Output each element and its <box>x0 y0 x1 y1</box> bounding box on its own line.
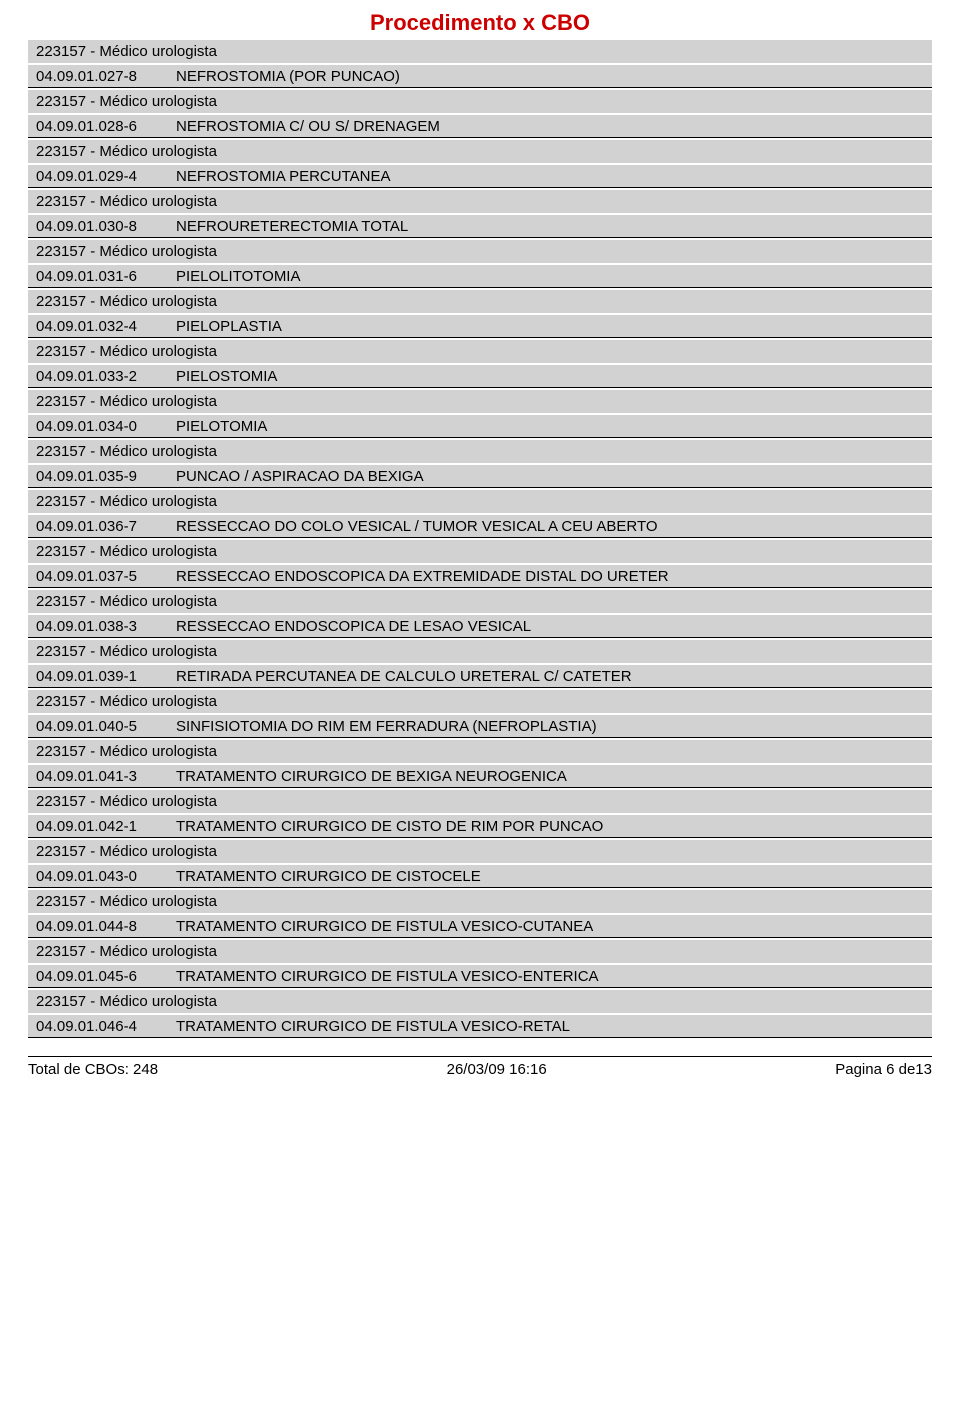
cbo-sub-row: 223157 - Médico urologista <box>28 290 932 313</box>
procedure-code: 04.09.01.036-7 <box>36 518 176 535</box>
cbo-sub-row: 223157 - Médico urologista <box>28 140 932 163</box>
procedure-row: 04.09.01.044-8TRATAMENTO CIRURGICO DE FI… <box>28 915 932 938</box>
procedure-desc: PIELOSTOMIA <box>176 368 924 385</box>
page-title: Procedimento x CBO <box>28 0 932 40</box>
procedure-row: 04.09.01.039-1RETIRADA PERCUTANEA DE CAL… <box>28 665 932 688</box>
procedure-row: 04.09.01.035-9PUNCAO / ASPIRACAO DA BEXI… <box>28 465 932 488</box>
procedure-code: 04.09.01.035-9 <box>36 468 176 485</box>
cbo-sub-row: 223157 - Médico urologista <box>28 490 932 513</box>
procedure-code: 04.09.01.033-2 <box>36 368 176 385</box>
cbo-sub-row: 223157 - Médico urologista <box>28 640 932 663</box>
footer-timestamp: 26/03/09 16:16 <box>447 1061 547 1078</box>
procedure-desc: RESSECCAO DO COLO VESICAL / TUMOR VESICA… <box>176 518 924 535</box>
procedure-desc: NEFROURETERECTOMIA TOTAL <box>176 218 924 235</box>
procedure-desc: TRATAMENTO CIRURGICO DE BEXIGA NEUROGENI… <box>176 768 924 785</box>
procedure-desc: PIELOTOMIA <box>176 418 924 435</box>
procedure-code: 04.09.01.043-0 <box>36 868 176 885</box>
cbo-sub-row: 223157 - Médico urologista <box>28 740 932 763</box>
procedure-row: 04.09.01.029-4NEFROSTOMIA PERCUTANEA <box>28 165 932 188</box>
procedure-row: 04.09.01.034-0PIELOTOMIA <box>28 415 932 438</box>
procedure-row: 04.09.01.032-4PIELOPLASTIA <box>28 315 932 338</box>
procedure-row: 04.09.01.040-5SINFISIOTOMIA DO RIM EM FE… <box>28 715 932 738</box>
cbo-sub-row: 223157 - Médico urologista <box>28 590 932 613</box>
procedure-row: 04.09.01.037-5RESSECCAO ENDOSCOPICA DA E… <box>28 565 932 588</box>
cbo-sub-row: 223157 - Médico urologista <box>28 340 932 363</box>
page-footer: Total de CBOs: 248 26/03/09 16:16 Pagina… <box>0 1061 960 1092</box>
procedure-code: 04.09.01.034-0 <box>36 418 176 435</box>
cbo-sub-row: 223157 - Médico urologista <box>28 790 932 813</box>
procedure-code: 04.09.01.032-4 <box>36 318 176 335</box>
procedure-row: 04.09.01.043-0TRATAMENTO CIRURGICO DE CI… <box>28 865 932 888</box>
procedure-row: 04.09.01.046-4TRATAMENTO CIRURGICO DE FI… <box>28 1015 932 1038</box>
procedure-desc: PIELOPLASTIA <box>176 318 924 335</box>
procedure-row: 04.09.01.033-2PIELOSTOMIA <box>28 365 932 388</box>
cbo-sub-row: 223157 - Médico urologista <box>28 390 932 413</box>
procedure-code: 04.09.01.037-5 <box>36 568 176 585</box>
procedure-row: 04.09.01.045-6TRATAMENTO CIRURGICO DE FI… <box>28 965 932 988</box>
cbo-sub-row: 223157 - Médico urologista <box>28 690 932 713</box>
footer-page-number: Pagina 6 de13 <box>835 1061 932 1078</box>
procedure-code: 04.09.01.039-1 <box>36 668 176 685</box>
procedure-code: 04.09.01.044-8 <box>36 918 176 935</box>
procedure-desc: NEFROSTOMIA PERCUTANEA <box>176 168 924 185</box>
procedure-code: 04.09.01.031-6 <box>36 268 176 285</box>
procedure-row: 04.09.01.038-3RESSECCAO ENDOSCOPICA DE L… <box>28 615 932 638</box>
procedure-desc: PIELOLITOTOMIA <box>176 268 924 285</box>
cbo-sub-row: 223157 - Médico urologista <box>28 940 932 963</box>
procedure-row: 04.09.01.042-1TRATAMENTO CIRURGICO DE CI… <box>28 815 932 838</box>
procedure-code: 04.09.01.045-6 <box>36 968 176 985</box>
procedure-desc: RESSECCAO ENDOSCOPICA DA EXTREMIDADE DIS… <box>176 568 924 585</box>
cbo-sub-row: 223157 - Médico urologista <box>28 990 932 1013</box>
procedure-code: 04.09.01.027-8 <box>36 68 176 85</box>
cbo-sub-row: 223157 - Médico urologista <box>28 840 932 863</box>
procedure-row: 04.09.01.030-8NEFROURETERECTOMIA TOTAL <box>28 215 932 238</box>
procedure-code: 04.09.01.041-3 <box>36 768 176 785</box>
procedure-list: 04.09.01.027-8NEFROSTOMIA (POR PUNCAO)22… <box>28 65 932 1038</box>
cbo-sub-row: 223157 - Médico urologista <box>28 240 932 263</box>
procedure-code: 04.09.01.030-8 <box>36 218 176 235</box>
procedure-row: 04.09.01.027-8NEFROSTOMIA (POR PUNCAO) <box>28 65 932 88</box>
cbo-sub-row: 223157 - Médico urologista <box>28 890 932 913</box>
procedure-desc: PUNCAO / ASPIRACAO DA BEXIGA <box>176 468 924 485</box>
cbo-sub-row: 223157 - Médico urologista <box>28 90 932 113</box>
procedure-desc: TRATAMENTO CIRURGICO DE FISTULA VESICO-E… <box>176 968 924 985</box>
procedure-code: 04.09.01.040-5 <box>36 718 176 735</box>
procedure-desc: RETIRADA PERCUTANEA DE CALCULO URETERAL … <box>176 668 924 685</box>
procedure-row: 04.09.01.028-6NEFROSTOMIA C/ OU S/ DRENA… <box>28 115 932 138</box>
procedure-row: 04.09.01.031-6PIELOLITOTOMIA <box>28 265 932 288</box>
procedure-code: 04.09.01.038-3 <box>36 618 176 635</box>
procedure-desc: RESSECCAO ENDOSCOPICA DE LESAO VESICAL <box>176 618 924 635</box>
procedure-desc: TRATAMENTO CIRURGICO DE CISTO DE RIM POR… <box>176 818 924 835</box>
footer-total: Total de CBOs: 248 <box>28 1061 158 1078</box>
procedure-code: 04.09.01.028-6 <box>36 118 176 135</box>
procedure-row: 04.09.01.041-3TRATAMENTO CIRURGICO DE BE… <box>28 765 932 788</box>
procedure-code: 04.09.01.046-4 <box>36 1018 176 1035</box>
footer-divider <box>28 1056 932 1057</box>
cbo-sub-row: 223157 - Médico urologista <box>28 440 932 463</box>
procedure-desc: TRATAMENTO CIRURGICO DE CISTOCELE <box>176 868 924 885</box>
cbo-sub-row: 223157 - Médico urologista <box>28 540 932 563</box>
procedure-desc: TRATAMENTO CIRURGICO DE FISTULA VESICO-R… <box>176 1018 924 1035</box>
procedure-row: 04.09.01.036-7RESSECCAO DO COLO VESICAL … <box>28 515 932 538</box>
cbo-sub-row: 223157 - Médico urologista <box>28 40 932 63</box>
procedure-desc: TRATAMENTO CIRURGICO DE FISTULA VESICO-C… <box>176 918 924 935</box>
procedure-desc: SINFISIOTOMIA DO RIM EM FERRADURA (NEFRO… <box>176 718 924 735</box>
procedure-code: 04.09.01.042-1 <box>36 818 176 835</box>
cbo-sub-row: 223157 - Médico urologista <box>28 190 932 213</box>
procedure-desc: NEFROSTOMIA (POR PUNCAO) <box>176 68 924 85</box>
procedure-code: 04.09.01.029-4 <box>36 168 176 185</box>
procedure-desc: NEFROSTOMIA C/ OU S/ DRENAGEM <box>176 118 924 135</box>
